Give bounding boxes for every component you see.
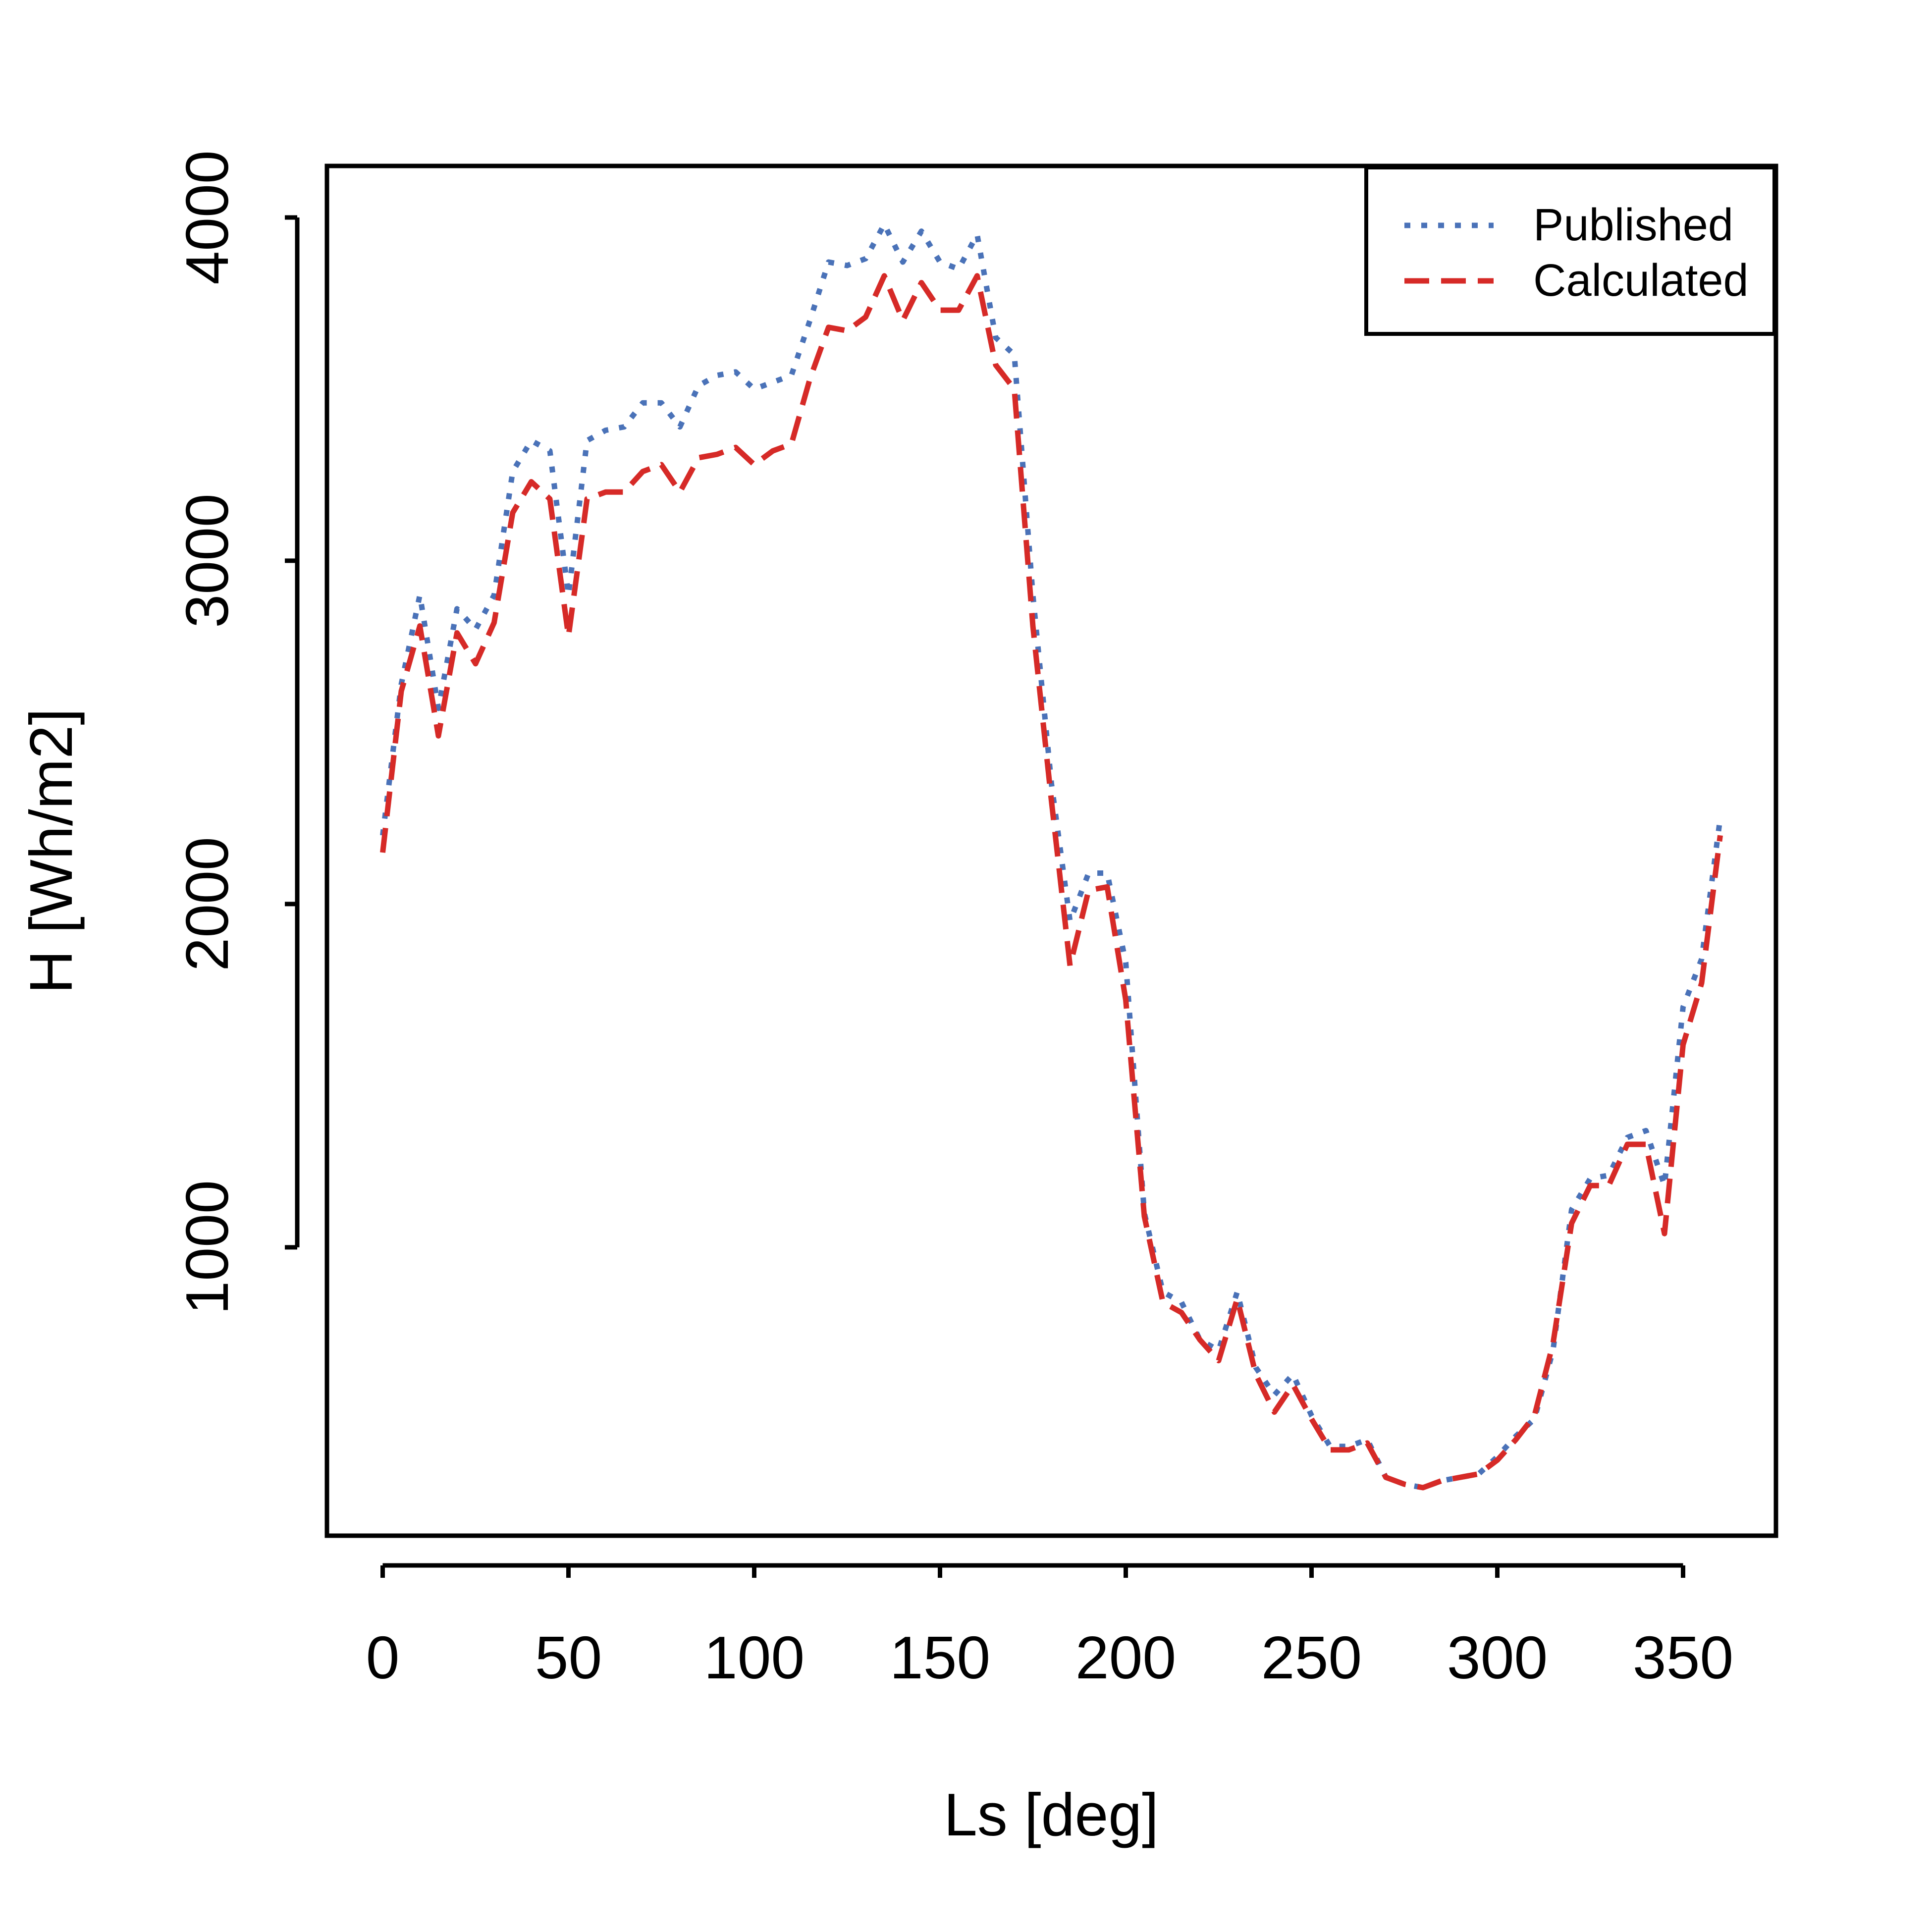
y-tick-label: 4000: [173, 150, 241, 284]
x-axis-label: Ls [deg]: [944, 1781, 1159, 1848]
x-tick-label: 100: [704, 1624, 805, 1691]
series-layer: [380, 221, 1723, 1491]
x-axis: 0 50 100 150 200 250 300 350: [366, 1563, 1734, 1691]
x-tick-label: 150: [890, 1624, 991, 1691]
y-axis-label: H [Wh/m2]: [17, 708, 85, 994]
x-tick-label: 50: [535, 1624, 602, 1691]
x-tick-label: 300: [1447, 1624, 1548, 1691]
legend-label-calculated: Calculated: [1533, 255, 1749, 306]
legend-label-published: Published: [1533, 200, 1733, 250]
y-axis: 1000 2000 3000 4000: [173, 150, 300, 1315]
x-tick-label: 0: [366, 1624, 400, 1691]
legend-box: [1364, 165, 1776, 336]
x-tick-label: 200: [1075, 1624, 1177, 1691]
y-tick-label: 2000: [173, 837, 241, 971]
y-tick-label: 1000: [173, 1180, 241, 1314]
y-tick-label: 3000: [173, 493, 241, 628]
plot-frame: [324, 163, 1778, 1538]
x-tick-label: 350: [1633, 1624, 1734, 1691]
series-line-calculated: [380, 273, 1723, 1491]
series-line-published: [380, 221, 1723, 1491]
x-tick-label: 250: [1261, 1624, 1362, 1691]
